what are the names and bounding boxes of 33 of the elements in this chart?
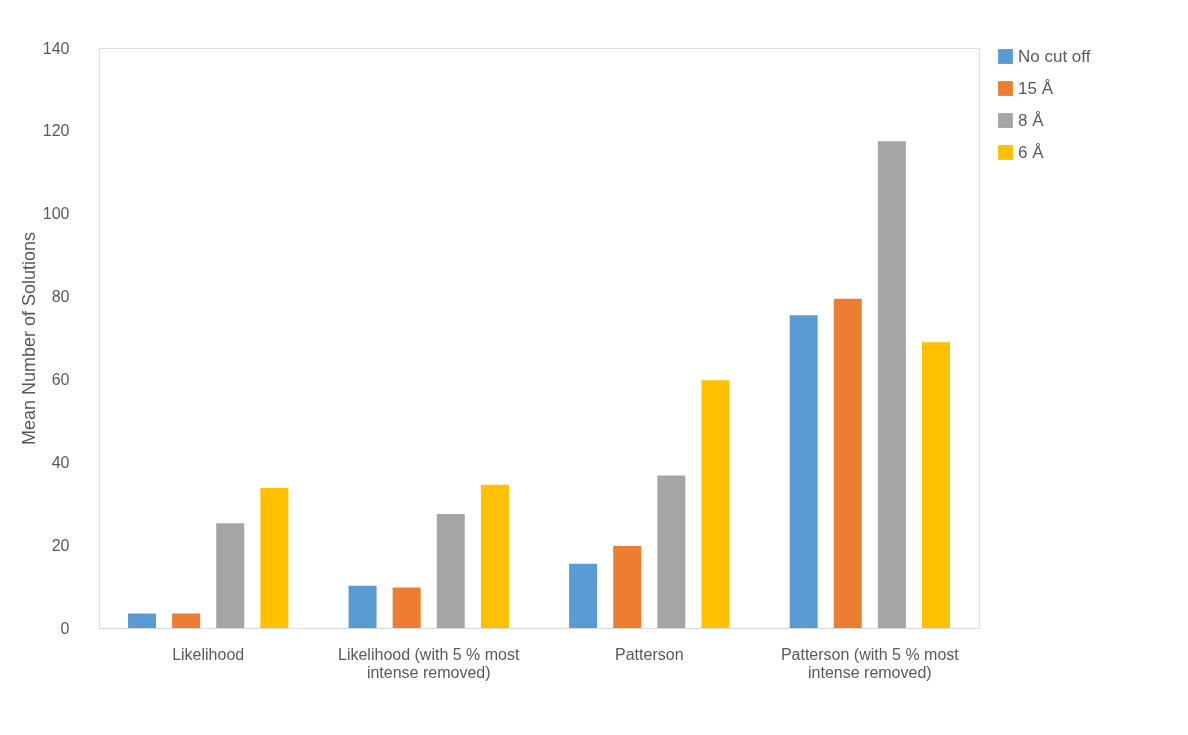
y-tick-label: 20 xyxy=(51,536,70,554)
y-tick-label: 40 xyxy=(51,453,70,471)
legend-label: 15 Å xyxy=(1018,78,1054,98)
bar xyxy=(172,613,201,628)
legend-label: 8 Å xyxy=(1018,110,1045,130)
x-tick-label: Patterson xyxy=(615,645,684,663)
bar xyxy=(789,315,818,628)
y-tick-label: 0 xyxy=(60,619,70,637)
y-tick-label: 100 xyxy=(42,205,70,223)
y-axis-title: Mean Number of Solutions xyxy=(18,231,39,446)
bar xyxy=(392,587,421,628)
x-tick-label: Likelihood xyxy=(172,645,245,663)
bar xyxy=(833,298,862,628)
bar xyxy=(569,563,598,628)
bar xyxy=(260,487,289,628)
x-tick-label: Likelihood (with 5 % most intense removed) xyxy=(338,645,520,681)
y-tick-label: 140 xyxy=(42,39,70,57)
bar xyxy=(436,514,465,628)
bar xyxy=(921,342,950,628)
legend-label: 6 Å xyxy=(1018,142,1045,162)
bar xyxy=(216,523,245,628)
y-tick-label: 60 xyxy=(51,370,70,388)
bar xyxy=(128,613,157,628)
y-tick-label: 120 xyxy=(42,122,70,140)
bar xyxy=(348,585,377,628)
bar xyxy=(613,545,642,628)
legend-label: No cut off xyxy=(1018,46,1091,66)
bar xyxy=(877,141,906,628)
bar xyxy=(657,475,686,628)
bar xyxy=(480,484,509,628)
x-tick-label: Patterson (with 5 % most intense removed) xyxy=(780,645,960,681)
bar xyxy=(701,380,730,628)
y-tick-label: 80 xyxy=(51,288,70,306)
